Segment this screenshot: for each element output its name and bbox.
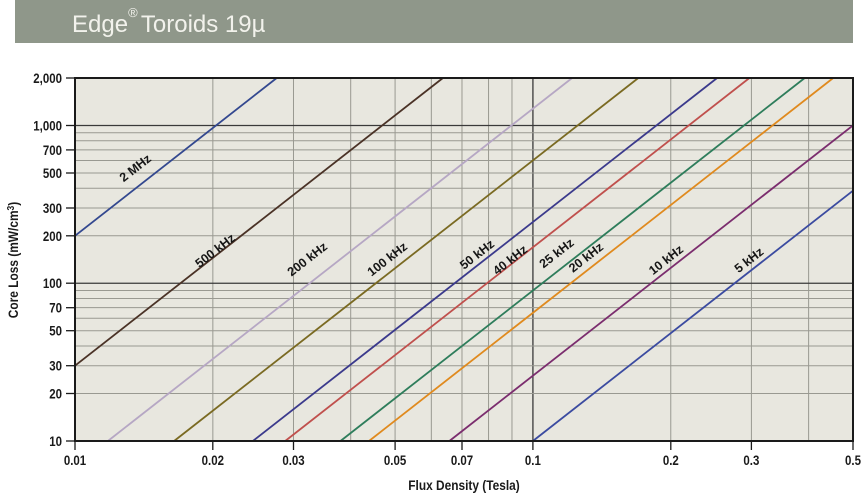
svg-text:10: 10 <box>49 433 62 449</box>
svg-text:500: 500 <box>43 165 62 181</box>
svg-text:0.3: 0.3 <box>743 452 759 468</box>
svg-text:0.1: 0.1 <box>525 452 541 468</box>
svg-text:20: 20 <box>49 385 62 401</box>
svg-text:200: 200 <box>43 228 62 244</box>
svg-text:0.02: 0.02 <box>202 452 224 468</box>
svg-text:0.2: 0.2 <box>663 452 679 468</box>
svg-text:1,000: 1,000 <box>33 117 62 133</box>
svg-text:300: 300 <box>43 200 62 216</box>
svg-text:Core Loss (mW/cm3): Core Loss (mW/cm3) <box>5 202 21 318</box>
svg-text:0.5: 0.5 <box>845 452 861 468</box>
svg-text:Flux Density (Tesla): Flux Density (Tesla) <box>408 477 519 493</box>
svg-text:0.07: 0.07 <box>451 452 473 468</box>
svg-text:700: 700 <box>43 142 62 158</box>
svg-text:0.01: 0.01 <box>64 452 86 468</box>
svg-text:30: 30 <box>49 358 62 374</box>
svg-text:2,000: 2,000 <box>33 70 62 86</box>
svg-text:70: 70 <box>49 300 62 316</box>
svg-text:50: 50 <box>49 323 62 339</box>
svg-text:0.05: 0.05 <box>384 452 406 468</box>
svg-text:100: 100 <box>43 275 62 291</box>
svg-text:0.03: 0.03 <box>282 452 304 468</box>
